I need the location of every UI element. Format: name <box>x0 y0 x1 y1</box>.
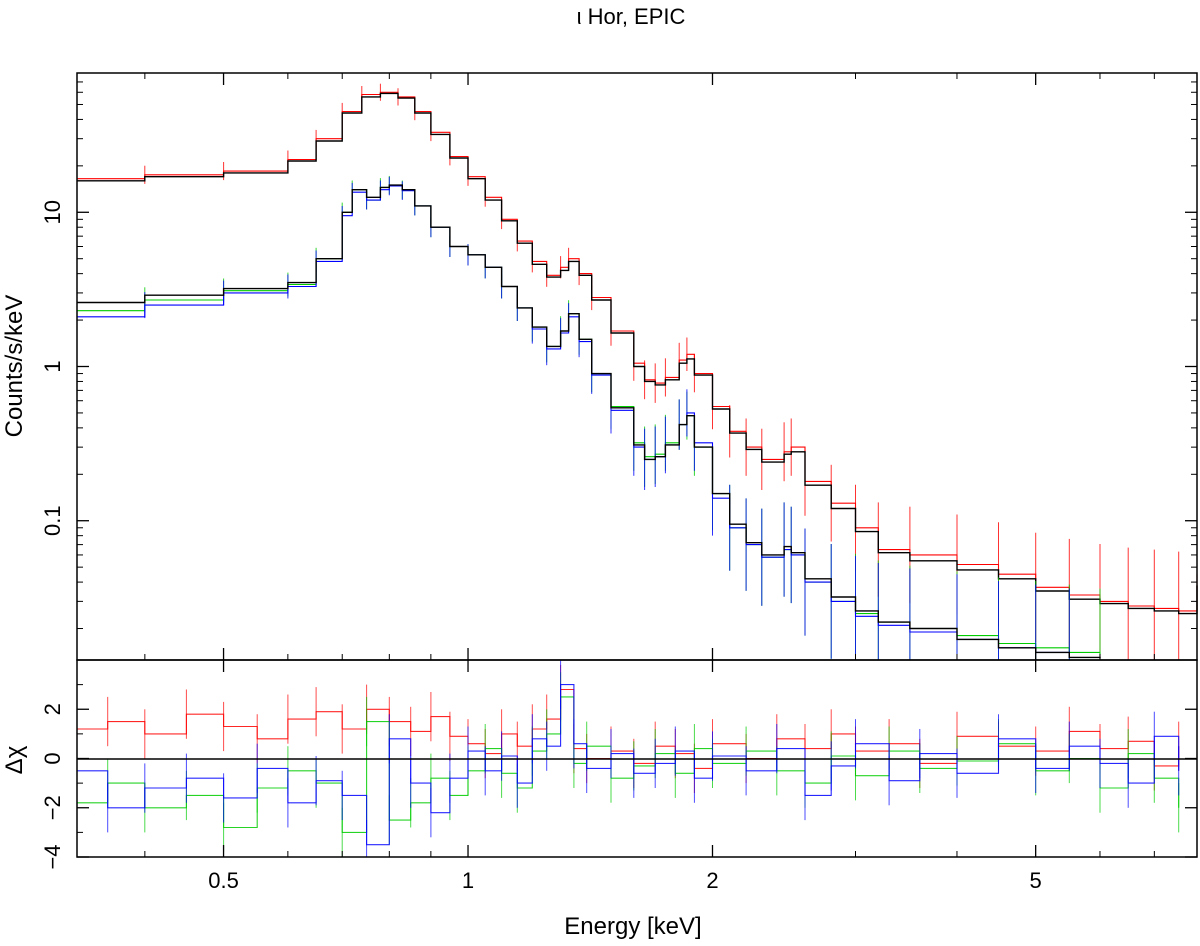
residual-series-group <box>76 660 1180 857</box>
series-3-data <box>76 176 1070 660</box>
series-0-line <box>77 91 1198 612</box>
top-series-group <box>76 83 1198 660</box>
residual-panel: −4 −2 0 2 Δχ <box>1 659 1198 870</box>
series-4-line <box>77 184 1101 659</box>
x-ticks: 0.5 1 2 5 <box>144 73 1155 893</box>
residual-series-2 <box>76 660 1180 857</box>
x-tick-label: 2 <box>706 868 718 893</box>
x-tick-label: 0.5 <box>208 868 239 893</box>
series-1-model <box>77 92 1198 615</box>
series-3-line <box>77 185 1070 658</box>
x-tick-label: 1 <box>462 868 474 893</box>
top-y-tick-label: 10 <box>40 200 65 224</box>
residual-series-0-line <box>77 688 1180 769</box>
residual-series-0 <box>76 664 1180 793</box>
top-y-axis-label: Counts/s/keV <box>1 295 28 438</box>
residual-series-1 <box>76 672 1180 857</box>
series-1-line <box>77 92 1198 615</box>
residual-y-tick-label: 2 <box>40 703 65 715</box>
residual-series-2-line <box>77 684 1180 846</box>
residual-series-1-line <box>77 696 1180 833</box>
chart-title: ι Hor, EPIC <box>577 4 686 29</box>
residual-y-tick-label: 0 <box>40 752 65 764</box>
top-y-tick-label: 0.1 <box>40 505 65 536</box>
series-2-data <box>76 175 1101 660</box>
x-axis-label: Energy [keV] <box>564 913 701 940</box>
residual-y-ticks: −4 −2 0 2 <box>40 684 1197 870</box>
top-y-tick-label: 1 <box>40 360 65 372</box>
series-4-model <box>77 184 1101 659</box>
series-2-line <box>77 184 1101 658</box>
top-y-ticks: 0.1 1 10 <box>40 72 1197 630</box>
residual-y-tick-label: −4 <box>40 844 65 869</box>
residual-y-axis-label: Δχ <box>1 745 28 774</box>
residual-y-tick-label: −2 <box>40 795 65 820</box>
top-panel: 0.1 1 10 Counts/s/keV <box>1 72 1198 661</box>
x-tick-label: 5 <box>1030 868 1042 893</box>
series-0-data <box>76 83 1198 660</box>
